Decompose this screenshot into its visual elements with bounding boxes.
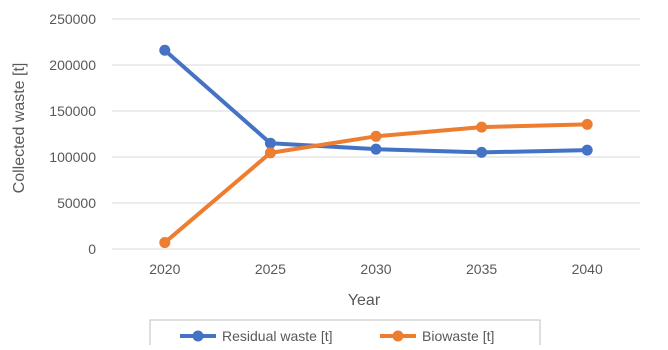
data-point	[581, 118, 593, 130]
legend-marker	[392, 330, 404, 342]
legend-label: Residual waste [t]	[222, 328, 333, 344]
data-point	[476, 146, 488, 158]
gridlines	[112, 18, 640, 250]
x-tick-label: 2025	[255, 261, 286, 277]
y-tick-label: 200000	[49, 57, 96, 73]
y-tick-label: 100000	[49, 149, 96, 165]
x-axis-ticks: 2020 2025 2030 2035 2040	[149, 261, 603, 277]
data-point	[370, 143, 382, 155]
series-line	[162, 122, 590, 245]
series-lines	[159, 44, 593, 249]
x-axis-title: Year	[348, 292, 381, 309]
y-tick-label: 0	[88, 241, 96, 257]
y-tick-label: 250000	[49, 11, 96, 27]
x-tick-label: 2040	[572, 261, 603, 277]
data-point	[370, 130, 382, 142]
x-tick-label: 2030	[360, 261, 391, 277]
series-residual-waste	[159, 44, 593, 158]
data-point	[159, 44, 171, 56]
y-tick-label: 150000	[49, 103, 96, 119]
y-tick-label: 50000	[57, 195, 96, 211]
legend-marker	[192, 330, 204, 342]
legend-items: Residual waste [t] Biowaste [t]	[180, 328, 494, 344]
series-biowaste	[159, 118, 593, 249]
data-point	[476, 121, 488, 133]
y-axis-ticks: 0 50000 100000 150000 200000 250000	[49, 11, 96, 257]
data-point	[159, 237, 171, 249]
data-point	[581, 144, 593, 156]
legend-label: Biowaste [t]	[422, 328, 494, 344]
legend: Residual waste [t] Biowaste [t]	[149, 319, 541, 350]
y-axis-title: Collected waste [t]	[11, 63, 28, 194]
x-tick-label: 2035	[466, 261, 497, 277]
data-point	[264, 137, 276, 149]
x-tick-label: 2020	[149, 261, 180, 277]
data-point	[264, 147, 276, 159]
